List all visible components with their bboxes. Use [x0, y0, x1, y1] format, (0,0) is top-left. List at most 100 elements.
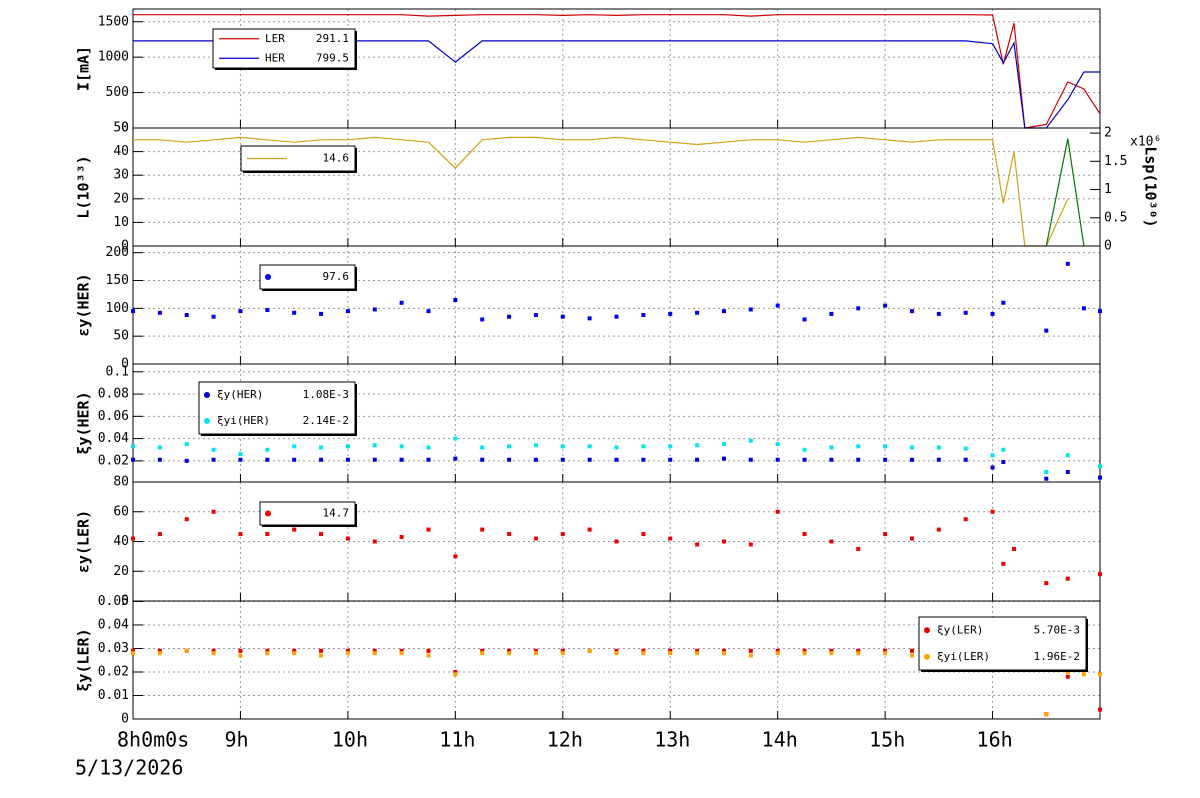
- data-point: [748, 648, 753, 653]
- data-point: [292, 648, 297, 653]
- legend-name: ξy(HER): [217, 388, 263, 401]
- data-point: [856, 444, 861, 449]
- data-point: [990, 465, 995, 470]
- data-point: [829, 457, 834, 462]
- data-point: [721, 651, 726, 656]
- y-tick-label: 150: [106, 273, 129, 288]
- data-point: [345, 536, 350, 541]
- data-point: [157, 532, 162, 537]
- data-point: [641, 648, 646, 653]
- data-point: [238, 457, 243, 462]
- data-point: [856, 457, 861, 462]
- y-tick-label: 0.05: [98, 594, 129, 609]
- data-point: [453, 669, 458, 674]
- y-axis-label: εy(HER): [75, 273, 93, 336]
- y-tick-label: 50: [113, 329, 129, 344]
- data-point: [292, 651, 297, 656]
- y-tick-label: 0: [121, 357, 129, 372]
- data-point: [721, 456, 726, 461]
- data-point: [695, 457, 700, 462]
- x-tick-label: 12h: [547, 728, 583, 752]
- data-point: [829, 651, 834, 656]
- data-point: [453, 436, 458, 441]
- data-point: [990, 453, 995, 458]
- data-point: [936, 311, 941, 316]
- data-point: [990, 509, 995, 514]
- data-point: [399, 651, 404, 656]
- data-point: [131, 309, 135, 314]
- data-point: [345, 309, 350, 314]
- data-point: [641, 532, 646, 537]
- x-tick-label: 13h: [654, 728, 690, 752]
- legend-box: [212, 28, 356, 69]
- data-point: [319, 648, 324, 653]
- y-tick-label: 40: [113, 144, 129, 159]
- data-point: [1044, 476, 1049, 481]
- y-tick-label: 0.04: [98, 617, 129, 632]
- data-point: [668, 457, 673, 462]
- y-axis-label: εy(LER): [75, 510, 93, 573]
- y2-tick-label: 0: [1104, 239, 1112, 254]
- x-tick-label: 14h: [762, 728, 798, 752]
- data-point: [426, 648, 431, 653]
- y-tick-label: 0: [121, 121, 129, 136]
- data-point: [131, 648, 135, 653]
- data-point: [1012, 546, 1017, 551]
- data-point: [345, 444, 350, 449]
- data-point: [292, 527, 297, 532]
- data-point: [829, 445, 834, 450]
- data-point: [319, 311, 324, 316]
- data-point: [480, 445, 485, 450]
- data-point: [507, 651, 512, 656]
- data-point: [990, 311, 995, 316]
- data-point: [292, 444, 297, 449]
- legend-value: 291.1: [316, 32, 349, 45]
- data-point: [1065, 261, 1070, 266]
- data-point: [641, 457, 646, 462]
- data-point: [883, 648, 888, 653]
- data-point: [641, 313, 646, 318]
- data-point: [131, 444, 135, 449]
- data-point: [560, 651, 565, 656]
- data-point: [372, 443, 377, 448]
- legend-value: 5.70E-3: [1034, 623, 1080, 636]
- series-line: [1045, 138, 1085, 247]
- y2-tick-label: 1.5: [1104, 154, 1127, 169]
- data-point: [533, 648, 538, 653]
- data-point: [829, 539, 834, 544]
- legend-value: 2.14E-2: [303, 414, 349, 427]
- data-point: [1065, 576, 1070, 581]
- data-point: [399, 444, 404, 449]
- legend-name: ξyi(HER): [217, 414, 270, 427]
- data-point: [936, 527, 941, 532]
- data-point: [560, 648, 565, 653]
- x-tick-label: 8h0m0s: [117, 728, 189, 752]
- y-tick-label: 50: [113, 121, 129, 136]
- data-point: [238, 648, 243, 653]
- data-point: [453, 554, 458, 559]
- panel-frame: [132, 245, 1101, 365]
- data-point: [265, 447, 270, 452]
- y-tick-label: 100: [106, 301, 129, 316]
- data-point: [507, 444, 512, 449]
- y-tick-label: 0.06: [98, 409, 129, 424]
- data-point: [399, 648, 404, 653]
- x-tick-label: 10h: [332, 728, 368, 752]
- data-point: [480, 651, 485, 656]
- data-point: [883, 444, 888, 449]
- legend-box: [259, 501, 356, 526]
- data-point: [802, 447, 807, 452]
- data-point: [614, 651, 619, 656]
- data-point: [668, 311, 673, 316]
- data-point: [453, 672, 458, 677]
- data-point: [963, 517, 968, 522]
- data-point: [319, 653, 324, 658]
- data-point: [319, 457, 324, 462]
- data-point: [157, 445, 162, 450]
- data-point: [533, 651, 538, 656]
- legend-name: ξy(LER): [937, 623, 983, 636]
- data-point: [507, 532, 512, 537]
- data-point: [614, 445, 619, 450]
- data-point: [695, 542, 700, 547]
- y-tick-label: 30: [113, 168, 129, 183]
